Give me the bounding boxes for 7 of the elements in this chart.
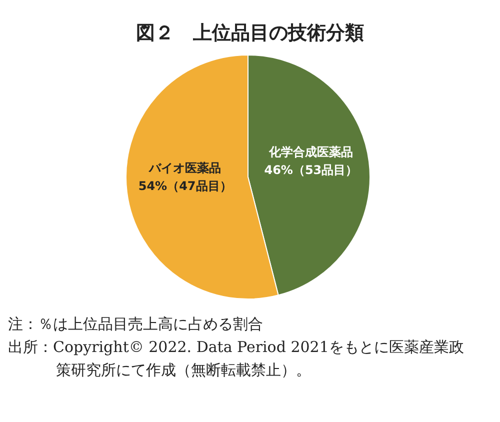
data-label: 54%（47品目） [138,178,232,193]
text: 注：％は上位品目売上高に占める割合 [8,314,264,335]
slice-label: バイオ医薬品 [148,160,222,175]
chart-title: 図２ 上位品目の技術分類 [135,21,365,46]
data-label: 46%（53品目） [264,163,358,178]
text: 出所：Copyright© 2022. Data Period 2021をもとに医薬産業政策研究所にて作成（無断転載禁止）。 [8,337,465,381]
slice-label: 化学合成医薬品 [268,145,353,160]
